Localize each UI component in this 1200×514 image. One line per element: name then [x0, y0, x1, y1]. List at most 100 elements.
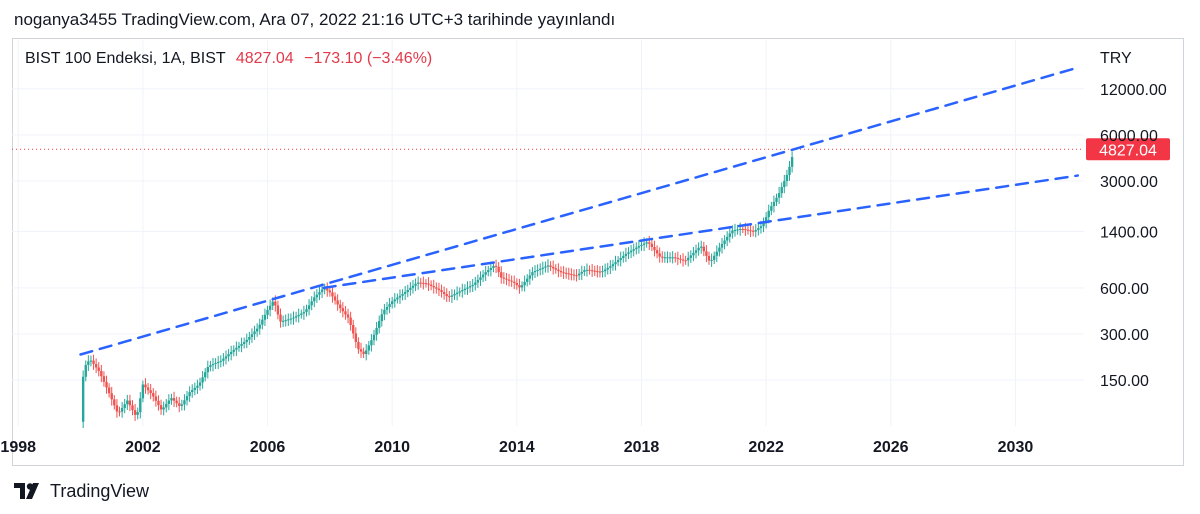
candle [331, 286, 334, 303]
candle-body [331, 292, 334, 297]
candle-body [204, 372, 207, 378]
candle-body [731, 230, 734, 234]
candle [539, 263, 542, 276]
tradingview-footer[interactable]: TradingView [14, 479, 149, 503]
candle-body [115, 405, 119, 412]
candle-body [580, 271, 583, 274]
candle [767, 204, 770, 224]
candle-body [775, 197, 778, 202]
candle [401, 289, 404, 301]
candle-body [255, 328, 259, 332]
candle-body [326, 288, 329, 291]
candle [372, 329, 376, 346]
candle-body [629, 250, 633, 253]
candle [783, 174, 786, 194]
candle [253, 325, 256, 340]
candle-body [671, 257, 674, 259]
candle [362, 347, 365, 359]
candle-body [492, 265, 495, 268]
candle-body [144, 384, 147, 388]
candle [559, 266, 563, 277]
candle-body [92, 360, 95, 365]
x-tick-label: 2030 [998, 439, 1034, 456]
candle [723, 235, 726, 250]
candle-body [302, 312, 306, 314]
candle [219, 355, 222, 368]
candle [596, 265, 599, 278]
candle [102, 371, 106, 387]
candle-body [528, 275, 532, 279]
candle-body [385, 306, 389, 310]
candle [419, 277, 422, 288]
candle-body [268, 305, 272, 310]
candle [279, 308, 282, 328]
candle-body [100, 370, 103, 377]
candle [445, 288, 448, 302]
candle-body [658, 253, 661, 257]
x-tick-label: 2010 [374, 439, 410, 456]
candle [785, 169, 789, 187]
candle-body [435, 287, 438, 289]
candle-body [640, 244, 643, 247]
candle [396, 293, 399, 304]
candle-body [354, 333, 358, 342]
candle [437, 282, 441, 297]
candle [466, 281, 469, 295]
candle [694, 244, 698, 259]
candle-body [126, 400, 129, 405]
candle [315, 289, 319, 303]
candle [557, 263, 560, 278]
candle-body [133, 410, 137, 415]
candle-body [715, 251, 718, 256]
candle-body [248, 336, 251, 340]
candle [632, 243, 635, 257]
candle [162, 401, 165, 416]
candle-body [365, 350, 368, 355]
trendlines [79, 66, 1080, 356]
candle-body [357, 341, 360, 350]
candle [611, 259, 615, 271]
candle-body [352, 324, 355, 334]
candle [422, 276, 425, 290]
candle-body [227, 354, 230, 357]
candle [406, 284, 409, 298]
candle-body [406, 289, 409, 292]
candle [725, 231, 729, 247]
candle [616, 256, 620, 267]
candle-body [585, 269, 589, 271]
candle [551, 260, 555, 275]
candle-body [554, 268, 557, 270]
candle-body [648, 242, 651, 244]
candle-body [281, 320, 285, 322]
candle-body [362, 351, 365, 355]
candle-body [105, 381, 108, 388]
tradingview-logo-icon [14, 483, 39, 499]
candle [237, 341, 241, 352]
candle-body [440, 290, 443, 293]
candle [432, 279, 435, 294]
candle-body [206, 367, 210, 373]
candle-body [175, 400, 178, 404]
candle [180, 399, 184, 411]
candle-body [523, 281, 526, 286]
candle [209, 360, 212, 372]
candle [136, 407, 139, 420]
candle [188, 386, 191, 402]
candle [214, 358, 217, 369]
candle [622, 251, 625, 263]
candle [749, 224, 752, 238]
candle [248, 331, 251, 345]
candle [339, 299, 342, 313]
candle-body [741, 228, 744, 230]
candle [154, 390, 158, 407]
candle [429, 280, 433, 291]
candle [733, 223, 737, 237]
candle [754, 224, 757, 238]
candle [541, 261, 545, 275]
candle [442, 286, 446, 300]
candle-body [700, 246, 703, 248]
candle [297, 308, 300, 323]
candle-body [505, 278, 508, 280]
candle [520, 281, 524, 292]
